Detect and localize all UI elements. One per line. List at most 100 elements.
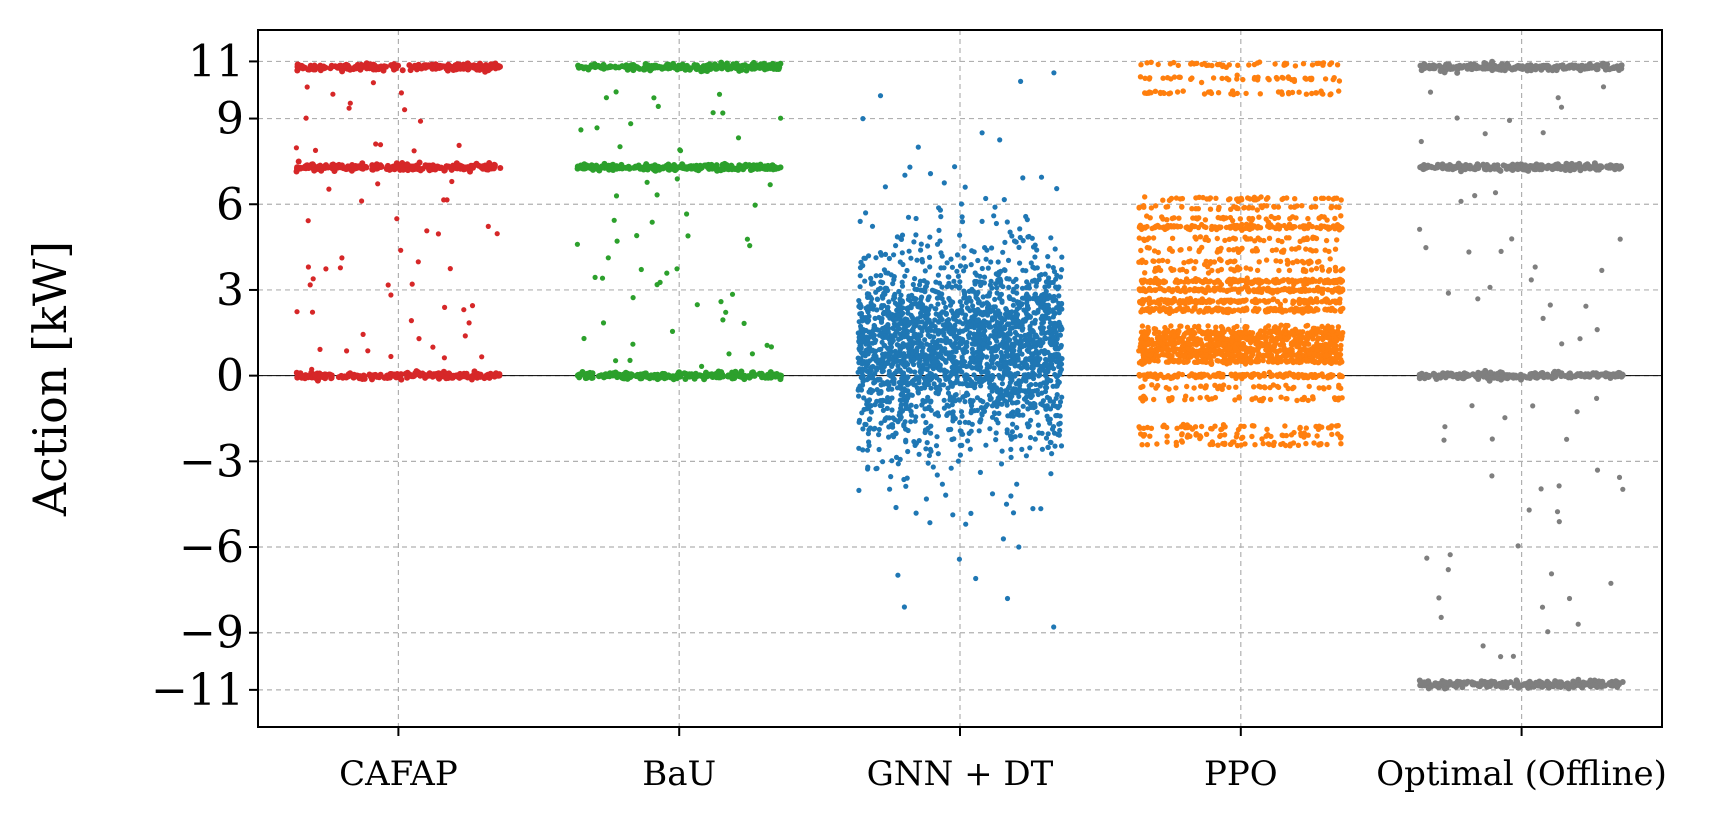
- data-point: [907, 164, 913, 170]
- data-point: [1032, 361, 1038, 367]
- data-point: [883, 270, 889, 276]
- data-point: [923, 496, 930, 502]
- data-point: [624, 374, 631, 381]
- data-point: [924, 440, 930, 446]
- data-point: [1177, 267, 1183, 273]
- data-point: [886, 255, 893, 262]
- data-point: [931, 359, 937, 365]
- data-point: [419, 370, 426, 377]
- data-point: [1274, 298, 1281, 305]
- data-point: [584, 162, 590, 169]
- data-point: [1278, 89, 1285, 95]
- data-point: [625, 64, 631, 71]
- data-point: [589, 370, 596, 377]
- data-point: [857, 273, 863, 279]
- data-point: [1176, 215, 1182, 221]
- data-point: [1043, 368, 1049, 374]
- data-point: [908, 302, 914, 309]
- data-point: [1289, 246, 1295, 252]
- data-point: [1226, 236, 1233, 242]
- data-point: [293, 369, 300, 376]
- data-point: [1053, 345, 1059, 351]
- data-point: [935, 272, 942, 278]
- data-point: [866, 313, 872, 319]
- data-point: [1028, 260, 1034, 266]
- data-point: [983, 442, 989, 448]
- data-point: [938, 214, 944, 220]
- data-point: [1029, 235, 1035, 241]
- data-point: [316, 163, 323, 170]
- data-point: [957, 419, 963, 426]
- data-point: [1026, 423, 1032, 429]
- data-point: [1137, 287, 1143, 294]
- data-point: [411, 372, 418, 379]
- data-point: [863, 421, 869, 428]
- data-point: [876, 332, 883, 338]
- data-point: [1032, 242, 1038, 248]
- data-point: [744, 236, 751, 242]
- data-point: [857, 305, 864, 311]
- data-point: [870, 280, 877, 286]
- data-point: [1002, 361, 1008, 367]
- data-point: [1045, 254, 1051, 260]
- data-point: [1009, 429, 1016, 435]
- data-point: [304, 84, 310, 90]
- data-point: [893, 243, 899, 249]
- data-point: [470, 162, 477, 169]
- data-point: [1025, 234, 1031, 240]
- data-point: [991, 365, 997, 371]
- data-point: [983, 256, 989, 262]
- data-point: [897, 296, 903, 302]
- data-point: [910, 328, 916, 334]
- data-point: [970, 350, 976, 356]
- data-point: [449, 373, 456, 380]
- data-point: [397, 375, 404, 382]
- data-point: [883, 380, 889, 387]
- data-point: [904, 376, 910, 382]
- data-point: [962, 184, 968, 190]
- data-point: [1040, 305, 1046, 311]
- data-point: [1292, 196, 1298, 202]
- data-point: [1053, 373, 1060, 380]
- data-point: [879, 402, 885, 409]
- data-point: [1288, 204, 1294, 210]
- data-point: [1168, 195, 1175, 202]
- data-point: [764, 62, 771, 69]
- data-point: [890, 361, 896, 367]
- data-point: [1050, 279, 1056, 285]
- data-point: [1243, 236, 1250, 242]
- data-point: [904, 394, 910, 400]
- data-point: [435, 231, 441, 237]
- data-point: [1146, 300, 1153, 307]
- data-point: [906, 293, 912, 299]
- data-point: [871, 303, 877, 309]
- data-point: [574, 163, 581, 170]
- data-point: [404, 167, 411, 174]
- data-point: [1017, 260, 1023, 266]
- data-point: [1311, 278, 1318, 284]
- data-point: [767, 182, 773, 188]
- data-point: [1004, 276, 1010, 282]
- data-point: [919, 341, 925, 347]
- data-point: [398, 247, 404, 253]
- data-point: [1320, 62, 1326, 68]
- data-point: [856, 419, 862, 425]
- data-point: [957, 452, 964, 458]
- data-point: [1057, 332, 1063, 338]
- data-point: [986, 320, 992, 326]
- data-point: [1137, 74, 1144, 80]
- data-point: [941, 405, 948, 411]
- data-point: [729, 291, 736, 297]
- data-point: [1333, 298, 1340, 305]
- data-point: [1049, 451, 1055, 457]
- data-point: [600, 65, 607, 72]
- data-point: [1136, 235, 1143, 241]
- data-point: [303, 115, 309, 121]
- data-point: [1330, 76, 1336, 83]
- data-point: [925, 425, 931, 431]
- data-point: [574, 241, 581, 247]
- data-point: [1258, 194, 1264, 200]
- data-point: [1015, 399, 1021, 405]
- data-point: [913, 403, 919, 410]
- data-point: [983, 195, 989, 202]
